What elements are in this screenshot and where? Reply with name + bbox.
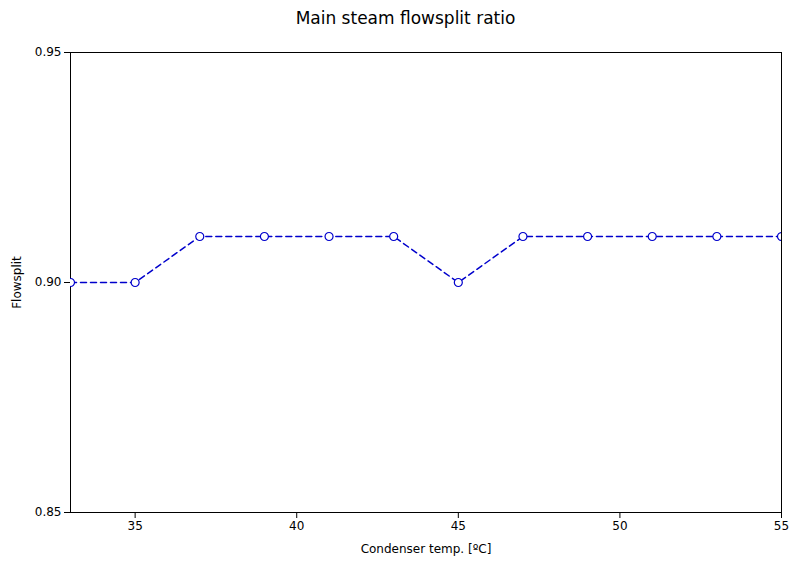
svg-text:Condenser temp. [ºC]: Condenser temp. [ºC]	[361, 542, 492, 556]
svg-text:Flowsplit: Flowsplit	[10, 256, 24, 309]
svg-text:55: 55	[774, 519, 789, 533]
svg-text:40: 40	[289, 519, 304, 533]
svg-text:0.90: 0.90	[35, 275, 62, 289]
svg-text:35: 35	[127, 519, 142, 533]
svg-text:45: 45	[451, 519, 466, 533]
svg-text:0.85: 0.85	[35, 505, 62, 519]
svg-text:50: 50	[612, 519, 627, 533]
svg-text:0.95: 0.95	[35, 45, 62, 59]
html-text:Main steam flowsplit ratio: Main steam flowsplit ratio	[295, 8, 516, 28]
